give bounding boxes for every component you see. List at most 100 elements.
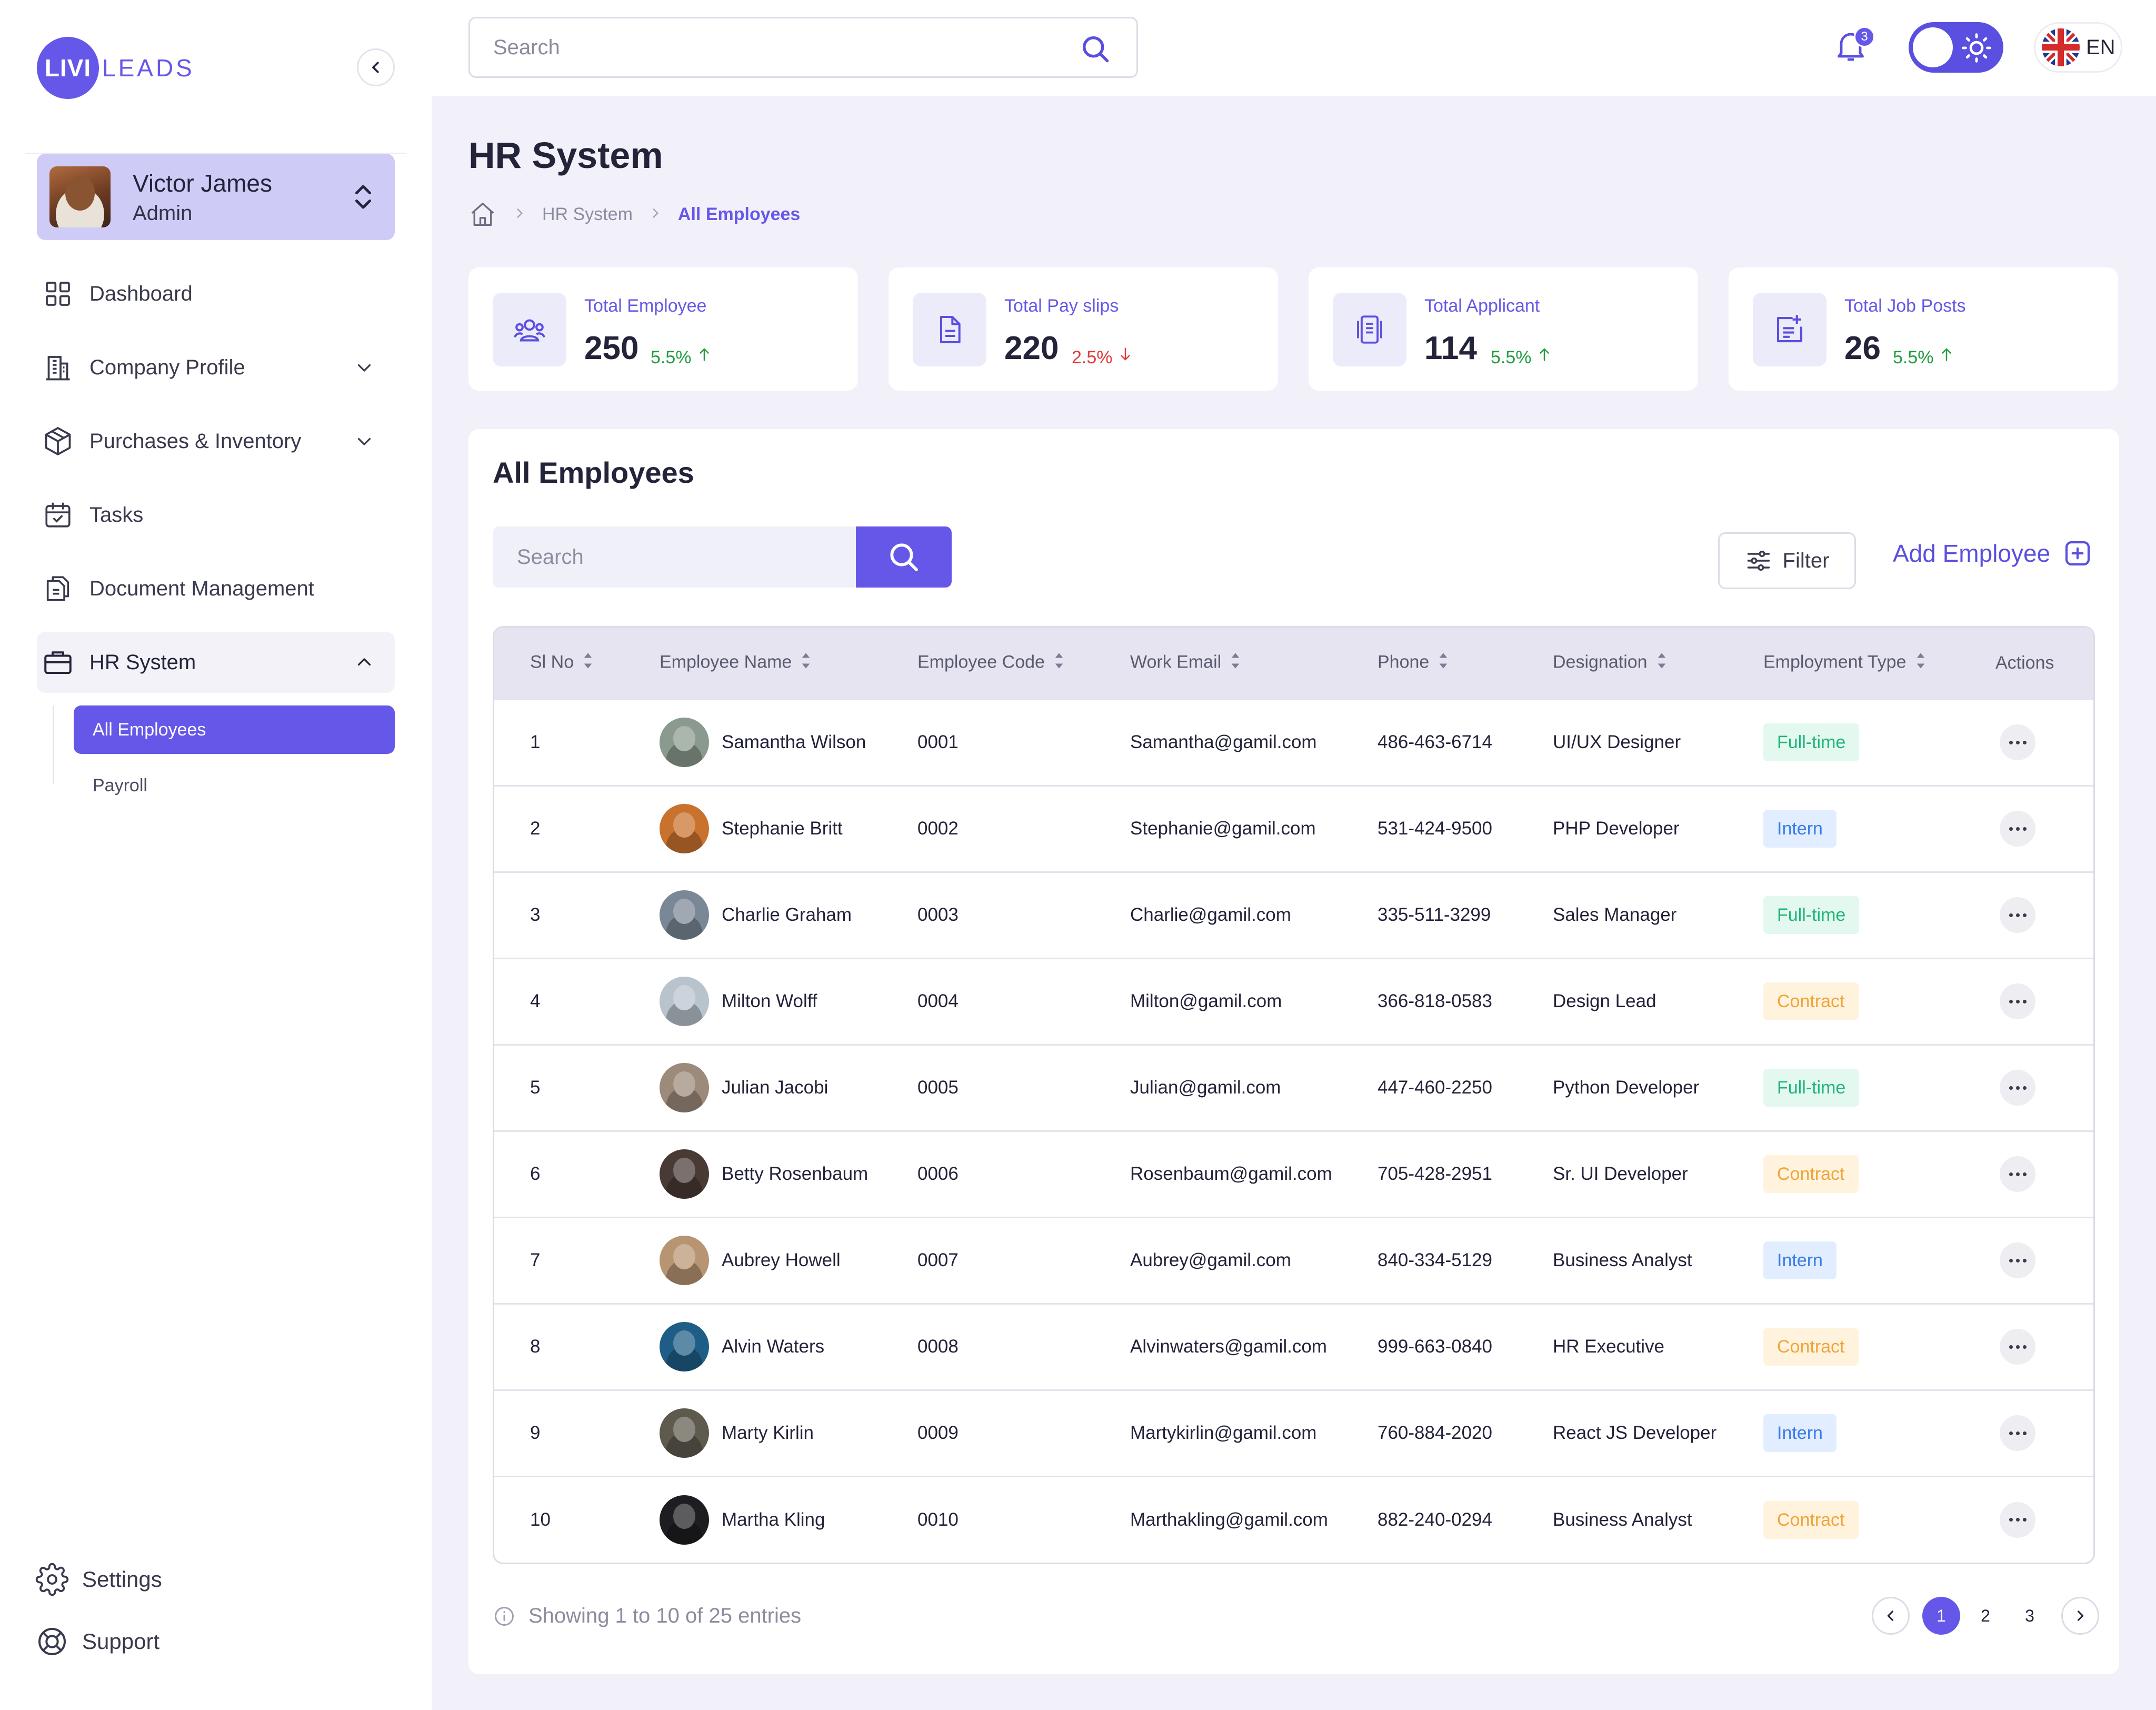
sort-icon[interactable] xyxy=(1915,652,1927,674)
employee-name[interactable]: Aubrey Howell xyxy=(722,1250,841,1270)
sort-icon[interactable] xyxy=(1230,652,1241,674)
sidebar-subitem-all-employees[interactable]: All Employees xyxy=(74,705,395,754)
toggle-knob xyxy=(1913,27,1953,67)
home-icon[interactable] xyxy=(468,200,497,228)
user-switcher[interactable]: Victor James Admin xyxy=(37,154,395,240)
cell-phone: 760-884-2020 xyxy=(1378,1423,1492,1443)
table-row[interactable]: 1 Samantha Wilson 0001 Samantha@gamil.com 48… xyxy=(494,699,2093,786)
theme-toggle[interactable] xyxy=(1909,22,2003,73)
more-dots-icon xyxy=(2022,1172,2027,1176)
breadcrumb-hr-system[interactable]: HR System xyxy=(542,204,633,224)
row-actions-button[interactable] xyxy=(2000,724,2035,760)
column-header[interactable]: Employment Type xyxy=(1728,628,1960,699)
cell-work-email: Samantha@gamil.com xyxy=(1130,732,1317,752)
column-header[interactable]: Designation xyxy=(1517,628,1728,699)
sidebar-item-company-profile[interactable]: Company Profile xyxy=(37,337,395,398)
employee-name[interactable]: Stephanie Britt xyxy=(722,818,843,839)
arrow-down-icon xyxy=(1121,347,1130,361)
sort-icon[interactable] xyxy=(1053,652,1065,674)
avatar xyxy=(660,804,709,853)
pagination-next-button[interactable] xyxy=(2061,1597,2099,1635)
sidebar-item-tasks[interactable]: Tasks xyxy=(37,484,395,545)
pagination: 1 2 3 xyxy=(1872,1597,2099,1635)
employee-name[interactable]: Julian Jacobi xyxy=(722,1077,829,1098)
row-actions-button[interactable] xyxy=(2000,1329,2035,1365)
stack-icon xyxy=(1333,293,1406,366)
panel-title: All Employees xyxy=(493,456,694,489)
cell-actions xyxy=(1960,958,2093,1045)
sidebar-subitem-payroll[interactable]: Payroll xyxy=(93,775,147,796)
column-header[interactable]: Employee Name xyxy=(624,628,882,699)
pagination-page-3[interactable]: 3 xyxy=(2025,1606,2034,1625)
search-icon xyxy=(890,543,918,571)
table-row[interactable]: 9 Marty Kirlin 0009 Martykirlin@gamil.com 76… xyxy=(494,1390,2093,1476)
table-row[interactable]: 10 Martha Kling 0010 Marthakling@gamil.com 8… xyxy=(494,1476,2093,1563)
pagination-page-1[interactable]: 1 xyxy=(1922,1597,1960,1635)
table-row[interactable]: 5 Julian Jacobi 0005 Julian@gamil.com 447-46… xyxy=(494,1045,2093,1131)
column-header[interactable]: Work Email xyxy=(1094,628,1342,699)
employee-name[interactable]: Martha Kling xyxy=(722,1509,825,1530)
employee-name[interactable]: Marty Kirlin xyxy=(722,1423,814,1443)
sidebar-item-document-management[interactable]: Document Management xyxy=(37,558,395,619)
row-actions-button[interactable] xyxy=(2000,983,2035,1019)
sidebar-item-label: Document Management xyxy=(89,576,314,600)
row-actions-button[interactable] xyxy=(2000,897,2035,933)
column-header[interactable]: Employee Code xyxy=(882,628,1094,699)
filter-button[interactable]: Filter xyxy=(1718,532,1856,589)
cell-employment-type: Intern xyxy=(1728,1217,1960,1304)
sidebar-item-dashboard[interactable]: Dashboard xyxy=(37,263,395,324)
row-actions-button[interactable] xyxy=(2000,811,2035,847)
cell-sl-no: 1 xyxy=(530,732,541,752)
employee-name[interactable]: Betty Rosenbaum xyxy=(722,1164,869,1184)
row-actions-button[interactable] xyxy=(2000,1415,2035,1451)
column-header[interactable]: Phone xyxy=(1342,628,1517,699)
global-search-input[interactable] xyxy=(493,35,1020,59)
table-row[interactable]: 3 Charlie Graham 0003 Charlie@gamil.com 335-… xyxy=(494,872,2093,958)
table-row[interactable]: 8 Alvin Waters 0008 Alvinwaters@gamil.com 99… xyxy=(494,1304,2093,1390)
pagination-prev-button[interactable] xyxy=(1872,1597,1910,1635)
employee-name[interactable]: Milton Wolff xyxy=(722,991,817,1011)
brand-logo[interactable]: LIVI LEADS xyxy=(37,37,195,99)
stat-change-value: 5.5% xyxy=(1491,347,1532,367)
employee-name[interactable]: Alvin Waters xyxy=(722,1336,825,1357)
table-row[interactable]: 6 Betty Rosenbaum 0006 Rosenbaum@gamil.com 7… xyxy=(494,1131,2093,1217)
file-icon xyxy=(913,293,986,366)
sort-icon[interactable] xyxy=(582,652,594,674)
sidebar-item-hr-system[interactable]: HR System xyxy=(37,632,395,693)
cell-designation: Design Lead xyxy=(1553,991,1656,1011)
avatar xyxy=(660,977,709,1026)
calendar-check-icon xyxy=(42,499,74,531)
row-actions-button[interactable] xyxy=(2000,1502,2035,1538)
table-row[interactable]: 4 Milton Wolff 0004 Milton@gamil.com 366-818… xyxy=(494,958,2093,1045)
employee-search-input[interactable] xyxy=(517,545,833,569)
employees-table: Sl No Employee Name Employee Code Work Emai… xyxy=(493,626,2095,1564)
employee-search-button[interactable] xyxy=(856,526,952,588)
sidebar-item-support[interactable]: Support xyxy=(37,1620,162,1663)
sort-icon[interactable] xyxy=(1656,652,1668,674)
employee-name[interactable]: Samantha Wilson xyxy=(722,732,866,752)
sidebar-item-purchases-inventory[interactable]: Purchases & Inventory xyxy=(37,411,395,472)
row-actions-button[interactable] xyxy=(2000,1242,2035,1278)
sidebar-item-settings[interactable]: Settings xyxy=(34,1558,162,1600)
row-actions-button[interactable] xyxy=(2000,1156,2035,1192)
employee-name[interactable]: Charlie Graham xyxy=(722,904,852,925)
cell-phone: 486-463-6714 xyxy=(1378,732,1492,752)
column-header[interactable]: Sl No xyxy=(494,628,624,699)
cell-employment-type: Full-time xyxy=(1728,1045,1960,1131)
pagination-page-2[interactable]: 2 xyxy=(1981,1606,1990,1625)
language-selector[interactable]: EN xyxy=(2034,22,2122,73)
cell-phone: 447-460-2250 xyxy=(1378,1077,1492,1098)
table-row[interactable]: 2 Stephanie Britt 0002 Stephanie@gamil.com 5… xyxy=(494,786,2093,872)
gear-icon xyxy=(34,1561,71,1598)
notifications-button[interactable]: 3 xyxy=(1832,26,1875,68)
employment-type-badge: Intern xyxy=(1763,1241,1836,1279)
sort-icon[interactable] xyxy=(1438,652,1449,674)
sort-icon[interactable] xyxy=(800,652,812,674)
row-actions-button[interactable] xyxy=(2000,1070,2035,1106)
search-icon[interactable] xyxy=(1080,33,1111,65)
cell-designation: UI/UX Designer xyxy=(1553,732,1681,752)
table-row[interactable]: 7 Aubrey Howell 0007 Aubrey@gamil.com 840-33… xyxy=(494,1217,2093,1304)
add-employee-button[interactable]: Add Employee xyxy=(1893,539,2092,568)
cell-phone: 705-428-2951 xyxy=(1378,1164,1492,1184)
sidebar-collapse-button[interactable] xyxy=(357,48,395,86)
